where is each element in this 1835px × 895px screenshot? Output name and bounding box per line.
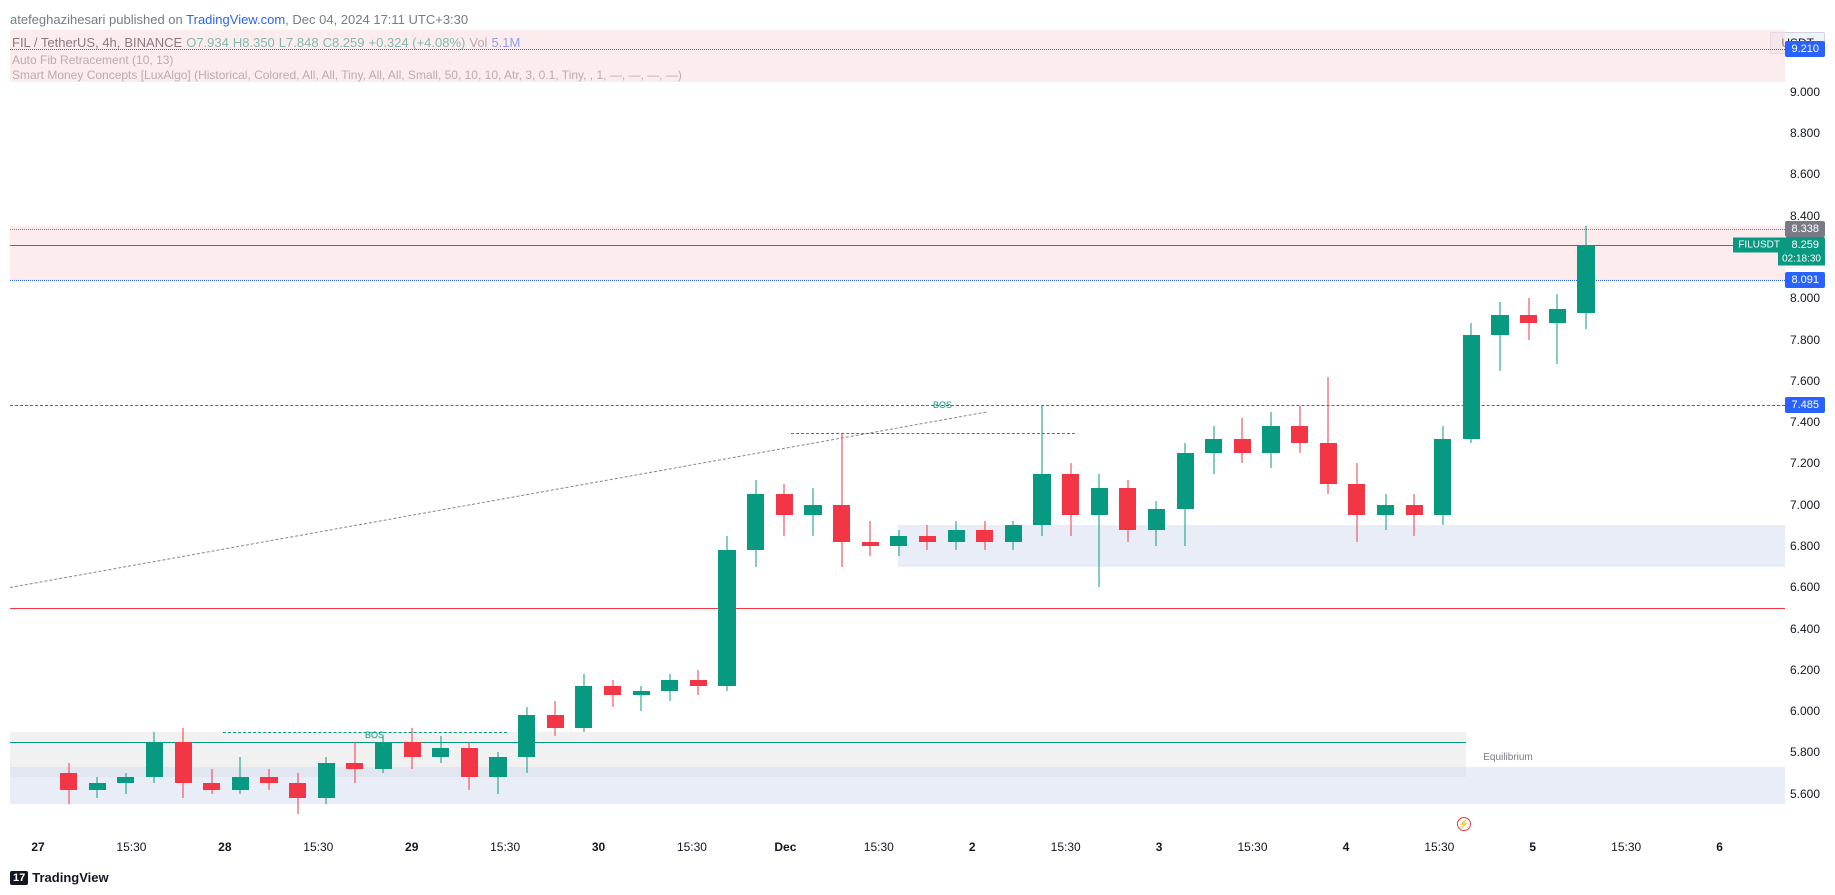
candle — [1291, 30, 1308, 835]
x-tick: 15:30 — [116, 840, 146, 854]
price-level-label: 8.091 — [1785, 272, 1825, 288]
candle — [346, 30, 363, 835]
candle — [1205, 30, 1222, 835]
candle — [1549, 30, 1566, 835]
candle — [175, 30, 192, 835]
y-tick: 6.800 — [1790, 539, 1820, 553]
candle — [489, 30, 506, 835]
equilibrium-label: Equilibrium — [1483, 752, 1532, 763]
x-axis: 27 15:30 28 15:30 29 15:30 30 15:30 Dec 15:30 2 15:… — [10, 840, 1785, 860]
candle — [318, 30, 335, 835]
y-tick: 5.600 — [1790, 787, 1820, 801]
candle — [375, 30, 392, 835]
x-tick: 15:30 — [677, 840, 707, 854]
price-level-label: 8.338 — [1785, 221, 1825, 237]
x-tick: 15:30 — [1051, 840, 1081, 854]
x-tick: 15:30 — [864, 840, 894, 854]
y-tick: 6.600 — [1790, 580, 1820, 594]
x-tick: 28 — [218, 840, 231, 854]
x-tick: 15:30 — [303, 840, 333, 854]
site-link[interactable]: TradingView.com — [186, 12, 285, 27]
candle — [1148, 30, 1165, 835]
bos-label: BOS — [933, 400, 952, 410]
candle — [1348, 30, 1365, 835]
y-tick: 5.800 — [1790, 745, 1820, 759]
x-tick: 2 — [969, 840, 976, 854]
candle — [575, 30, 592, 835]
candle — [1406, 30, 1423, 835]
y-tick: 6.200 — [1790, 663, 1820, 677]
candle — [604, 30, 621, 835]
x-tick: 3 — [1156, 840, 1163, 854]
footer-brand: 17 TradingView — [10, 870, 109, 885]
candle — [60, 30, 77, 835]
candle — [404, 30, 421, 835]
candle — [1320, 30, 1337, 835]
x-tick: 5 — [1529, 840, 1536, 854]
price-level-label: 8.259 — [1785, 237, 1825, 253]
publish-info: atefeghazihesari published on TradingVie… — [10, 12, 468, 27]
price-zone — [898, 525, 1786, 566]
x-tick: 15:30 — [1424, 840, 1454, 854]
candle — [117, 30, 134, 835]
y-tick: 6.400 — [1790, 622, 1820, 636]
candle — [661, 30, 678, 835]
candle — [633, 30, 650, 835]
candle — [146, 30, 163, 835]
tv-logo-icon: 17 — [10, 871, 28, 885]
y-tick: 8.000 — [1790, 291, 1820, 305]
candle — [1091, 30, 1108, 835]
candle — [518, 30, 535, 835]
x-tick: Dec — [774, 840, 796, 854]
candle — [747, 30, 764, 835]
session-marker-icon: ⚡ — [1457, 817, 1471, 831]
candle — [690, 30, 707, 835]
candle — [1119, 30, 1136, 835]
candle — [547, 30, 564, 835]
candle — [89, 30, 106, 835]
candle — [1234, 30, 1251, 835]
candle — [1177, 30, 1194, 835]
ticker-badge: FILUSDT — [1733, 237, 1785, 252]
x-tick: 30 — [592, 840, 605, 854]
x-tick: 6 — [1716, 840, 1723, 854]
y-tick: 8.800 — [1790, 126, 1820, 140]
y-tick: 7.000 — [1790, 498, 1820, 512]
candle — [1491, 30, 1508, 835]
candle — [1434, 30, 1451, 835]
x-tick: 4 — [1343, 840, 1350, 854]
price-level-label: 9.210 — [1785, 41, 1825, 57]
countdown: 02:18:30 — [1778, 252, 1825, 265]
candle — [260, 30, 277, 835]
y-tick: 9.000 — [1790, 85, 1820, 99]
candle — [1262, 30, 1279, 835]
y-tick: 7.200 — [1790, 456, 1820, 470]
y-tick: 7.600 — [1790, 374, 1820, 388]
candle — [718, 30, 735, 835]
x-tick: 27 — [31, 840, 44, 854]
y-tick: 7.400 — [1790, 415, 1820, 429]
author: atefeghazihesari — [10, 12, 105, 27]
y-tick: 7.800 — [1790, 333, 1820, 347]
y-tick: 8.600 — [1790, 167, 1820, 181]
bos-label: BOS — [365, 730, 384, 740]
y-axis: 5.600 5.800 6.000 6.200 6.400 6.600 6.800 7.000… — [1785, 30, 1825, 835]
x-tick: 15:30 — [490, 840, 520, 854]
x-tick: 15:30 — [1237, 840, 1267, 854]
candle — [232, 30, 249, 835]
candle — [1520, 30, 1537, 835]
x-tick: 15:30 — [1611, 840, 1641, 854]
publish-date: Dec 04, 2024 17:11 UTC+3:30 — [292, 12, 468, 27]
candle — [203, 30, 220, 835]
candle — [432, 30, 449, 835]
bos-line — [791, 433, 1075, 434]
candle — [1463, 30, 1480, 835]
y-tick: 6.000 — [1790, 704, 1820, 718]
candle — [289, 30, 306, 835]
candle — [1377, 30, 1394, 835]
x-tick: 29 — [405, 840, 418, 854]
candle — [1577, 30, 1594, 835]
candle — [461, 30, 478, 835]
price-level-label: 7.485 — [1785, 397, 1825, 413]
